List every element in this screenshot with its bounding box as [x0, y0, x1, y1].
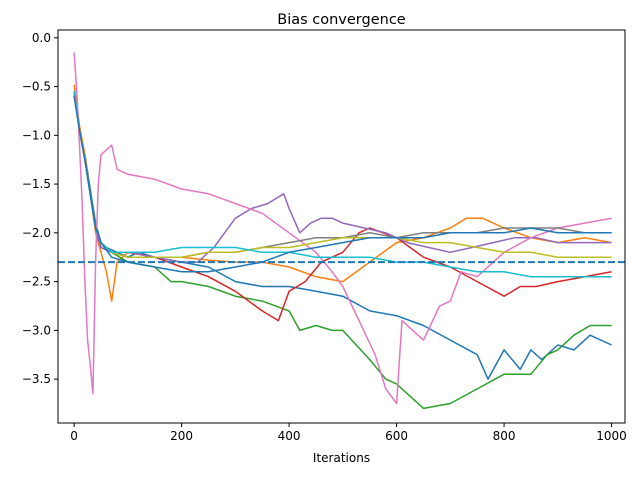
y-tick-label: −3.5 [22, 372, 51, 386]
x-axis-label: Iterations [313, 451, 370, 465]
x-tick-label: 0 [70, 429, 78, 443]
x-tick-label: 400 [278, 429, 301, 443]
series-line-10 [73, 96, 612, 273]
y-tick-label: −1.5 [22, 177, 51, 191]
y-tick-label: 0.0 [32, 31, 51, 45]
x-tick-label: 600 [385, 429, 408, 443]
y-tick-label: −0.5 [22, 80, 51, 94]
x-tick-label: 800 [493, 429, 516, 443]
x-tick-label: 200 [170, 429, 193, 443]
y-tick-label: −2.0 [22, 226, 51, 240]
y-tick-label: −3.0 [22, 323, 51, 337]
series-line-6 [73, 52, 612, 405]
series-line-5 [73, 91, 612, 263]
x-tick-label: 1000 [596, 429, 627, 443]
y-axis-ticks: 0.0 −0.5 −1.0 −1.5 −2.0 −2.5 −3.0 −3.5 [22, 31, 58, 386]
chart-title: Bias convergence [277, 12, 406, 28]
y-tick-label: −2.5 [22, 275, 51, 289]
plot-frame [57, 29, 626, 424]
y-tick-label: −1.0 [22, 128, 51, 142]
x-axis-ticks: 0 200 400 600 800 1000 [70, 423, 627, 443]
